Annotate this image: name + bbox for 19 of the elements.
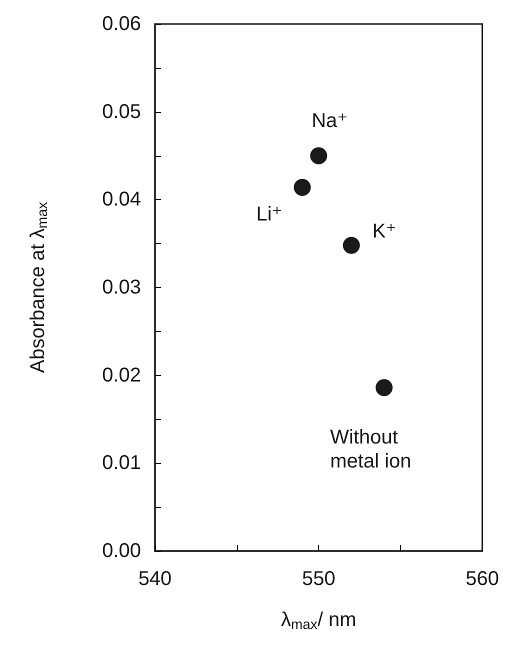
x-tick-label: 560 (466, 568, 500, 590)
x-tick-label: 540 (138, 568, 172, 590)
x-tick-label: 550 (302, 568, 336, 590)
y-tick-label: 0.06 (102, 13, 141, 35)
y-tick-label: 0.04 (102, 188, 141, 211)
annotation: K⁺ (372, 220, 396, 242)
y-tick-label: 0.03 (102, 276, 141, 298)
annotation: Without metal ion (330, 426, 412, 473)
annotation: Li⁺ (256, 203, 282, 226)
annotation: Na⁺ (312, 110, 348, 132)
y-tick-label: 0.02 (102, 364, 141, 386)
text: 0.00 (102, 540, 141, 562)
point (310, 147, 328, 164)
point (376, 379, 393, 396)
y-tick-label: 0.01 (102, 452, 141, 474)
y-axis-title: Absorbance at λmax (27, 202, 50, 373)
point (294, 178, 311, 196)
point (342, 236, 360, 254)
y-tick-label: 0.05 (102, 100, 141, 123)
